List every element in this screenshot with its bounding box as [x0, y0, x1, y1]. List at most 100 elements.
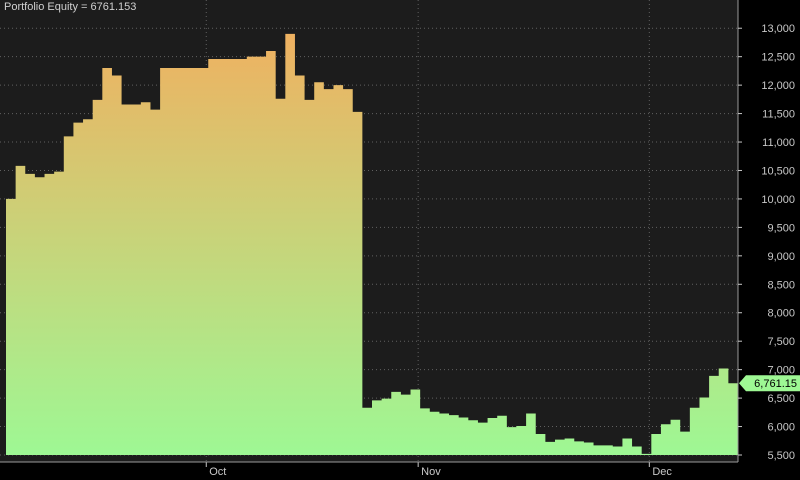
equity-step	[228, 59, 238, 455]
equity-step	[295, 75, 305, 455]
equity-step	[285, 34, 295, 455]
equity-step	[622, 438, 632, 455]
y-tick-label: 8,000	[767, 308, 795, 320]
equity-step	[719, 369, 729, 455]
equity-step	[64, 136, 74, 455]
x-tick-label: Dec	[652, 466, 672, 478]
y-tick-label: 12,500	[761, 52, 795, 64]
equity-step	[256, 57, 266, 455]
equity-step	[449, 415, 459, 455]
equity-step	[160, 68, 170, 455]
x-tick-label: Nov	[421, 466, 441, 478]
equity-step	[642, 454, 652, 455]
y-tick-label: 5,500	[767, 450, 795, 462]
equity-step	[131, 104, 141, 455]
equity-step	[680, 432, 690, 455]
equity-step	[83, 119, 93, 455]
last-value-label: 6,761.15	[754, 378, 797, 390]
y-tick-label: 11,000	[762, 137, 795, 149]
equity-step	[150, 110, 160, 455]
equity-step	[574, 441, 584, 455]
equity-step	[728, 383, 738, 455]
last-value-badge: 6,761.15	[739, 375, 800, 392]
y-tick-label: 9,000	[767, 251, 795, 263]
equity-step	[266, 51, 276, 455]
equity-step	[276, 99, 286, 455]
equity-step	[594, 445, 604, 455]
equity-step	[613, 446, 623, 455]
equity-step	[507, 427, 517, 455]
y-tick-label: 10,000	[761, 194, 795, 206]
equity-step	[362, 408, 372, 455]
y-tick-label: 6,500	[767, 393, 795, 405]
y-axis: 5,500 6,000 6,500 7,000 7,500 8,000 8,500 9,000…	[737, 0, 795, 462]
y-tick-label: 11,500	[762, 109, 795, 121]
equity-step	[353, 112, 363, 455]
equity-step	[497, 416, 507, 455]
y-tick-label: 7,000	[767, 365, 795, 377]
equity-step	[584, 442, 594, 455]
equity-step	[661, 424, 671, 455]
equity-step	[488, 418, 498, 455]
y-tick-label: 9,500	[767, 222, 795, 234]
equity-step	[112, 75, 122, 455]
equity-step	[333, 85, 343, 455]
equity-step	[411, 390, 421, 455]
equity-step	[208, 59, 218, 455]
equity-step	[468, 420, 478, 455]
y-tick-label: 6,000	[767, 422, 795, 434]
equity-step	[35, 177, 45, 455]
equity-step	[247, 57, 257, 455]
equity-step	[16, 166, 26, 455]
equity-step	[401, 395, 411, 455]
equity-step	[73, 123, 83, 455]
equity-step	[141, 102, 151, 455]
equity-step	[314, 82, 324, 455]
y-tick-label: 7,500	[767, 336, 795, 348]
equity-step	[199, 68, 209, 455]
equity-step	[391, 392, 401, 455]
y-tick-label: 12,000	[761, 80, 795, 92]
equity-step	[25, 174, 35, 455]
equity-step	[237, 59, 247, 455]
equity-step	[54, 172, 64, 455]
equity-step	[93, 100, 103, 455]
equity-step	[45, 174, 55, 455]
y-tick-label: 10,500	[761, 165, 795, 177]
equity-step	[690, 408, 700, 455]
equity-step	[651, 434, 661, 455]
equity-step	[189, 68, 199, 455]
x-tick-label: Oct	[209, 466, 226, 478]
equity-step	[709, 376, 719, 455]
equity-step	[382, 399, 392, 455]
equity-step	[536, 434, 546, 455]
y-tick-label: 13,000	[761, 23, 795, 35]
equity-step	[555, 440, 565, 455]
x-axis: Oct Nov Dec	[0, 461, 738, 478]
equity-series	[6, 33, 738, 455]
equity-step	[459, 417, 469, 455]
equity-step	[526, 413, 536, 455]
equity-step	[343, 89, 353, 455]
y-tick-label: 8,500	[767, 279, 795, 291]
equity-step	[102, 68, 112, 455]
equity-step	[6, 199, 16, 455]
equity-step	[122, 104, 132, 455]
equity-step	[632, 446, 642, 455]
equity-step	[324, 89, 334, 455]
equity-step	[179, 68, 189, 455]
equity-step	[699, 398, 709, 455]
equity-step	[565, 438, 575, 455]
equity-step	[170, 68, 180, 455]
equity-step	[420, 408, 430, 455]
equity-step	[439, 413, 449, 455]
equity-step	[545, 442, 555, 455]
last-value-marker	[739, 375, 800, 392]
equity-step	[305, 100, 315, 455]
equity-step	[516, 426, 526, 455]
equity-step	[372, 400, 382, 455]
equity-step	[603, 445, 613, 455]
equity-step	[671, 420, 681, 455]
